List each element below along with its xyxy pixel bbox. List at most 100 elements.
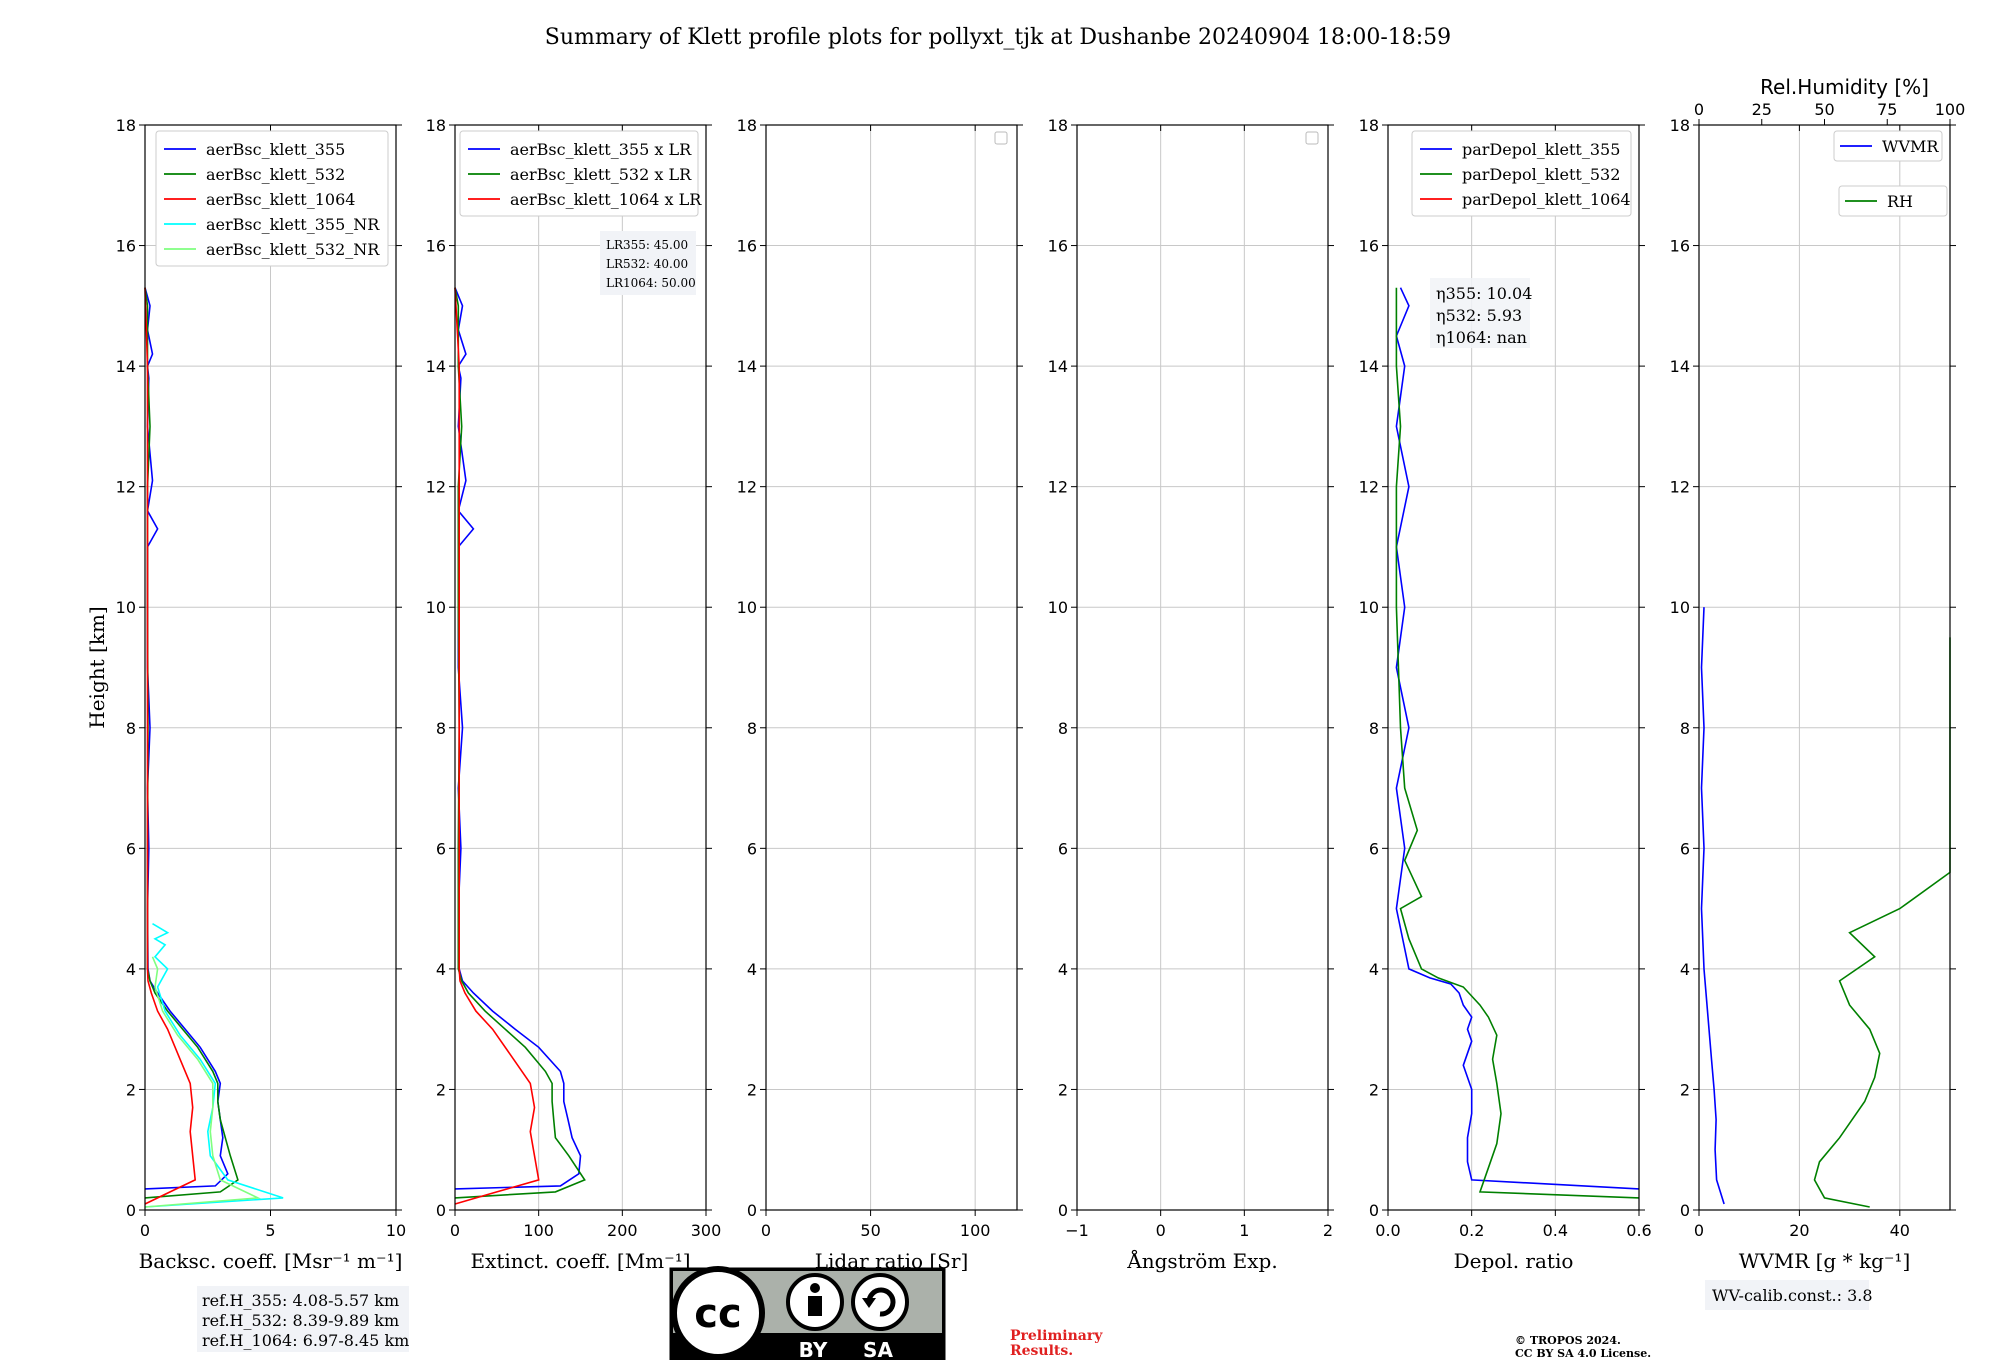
y-tick-label: 16: [737, 237, 757, 256]
y-tick-label: 10: [1670, 598, 1690, 617]
y-tick-label: 10: [1359, 598, 1379, 617]
y-tick-label: 8: [1680, 719, 1690, 738]
legend-entry: aerBsc_klett_532 x LR: [510, 165, 692, 184]
x-tick-label: 40: [1890, 1221, 1910, 1240]
y-tick-label: 4: [436, 960, 446, 979]
y-axis-label: Height [km]: [85, 606, 109, 728]
y-tick-label: 2: [1369, 1080, 1379, 1099]
x-tick-label: 0: [140, 1221, 150, 1240]
y-tick-label: 6: [1058, 839, 1068, 858]
axes-frame: [454, 124, 707, 1211]
y-tick-label: 18: [426, 116, 446, 135]
eta-box: [1430, 278, 1530, 348]
y-tick-label: 4: [1058, 960, 1068, 979]
y-tick-label: 18: [1048, 116, 1068, 135]
empty-legend-box: [1305, 131, 1319, 145]
x-tick-label: −1: [1065, 1221, 1089, 1240]
series-line-aerBsc_klett_1064: [144, 287, 197, 1205]
axes-frame: [765, 124, 1018, 1211]
y-tick-label: 8: [126, 719, 136, 738]
series-line-WVMR: [1700, 607, 1725, 1205]
y-tick-label: 12: [426, 478, 446, 497]
figure-title: Summary of Klett profile plots for polly…: [545, 25, 1451, 50]
eta-text: η532: 5.93: [1436, 306, 1522, 325]
x-tick-label: 20: [1789, 1221, 1809, 1240]
x-axis-label: Depol. ratio: [1454, 1249, 1574, 1273]
x-tick-label: 10: [386, 1221, 406, 1240]
x-tick-label: 50: [860, 1221, 880, 1240]
y-tick-label: 18: [1670, 116, 1690, 135]
sa-label: SA: [863, 1338, 893, 1360]
y-tick-label: 14: [1670, 357, 1690, 376]
y-tick-label: 14: [116, 357, 136, 376]
secondary-x-tick-label: 50: [1814, 100, 1834, 119]
legend-entry: WVMR: [1882, 137, 1939, 156]
legend-entry: aerBsc_klett_1064: [206, 190, 355, 209]
y-tick-label: 12: [116, 478, 136, 497]
y-tick-label: 16: [1359, 237, 1379, 256]
cc-icon: [671, 1266, 765, 1360]
y-tick-label: 18: [1359, 116, 1379, 135]
secondary-x-tick-label: 100: [1935, 100, 1966, 119]
legend-box: [1411, 130, 1632, 217]
y-tick-label: 10: [737, 598, 757, 617]
x-tick-label: 0: [761, 1221, 771, 1240]
y-tick-label: 14: [426, 357, 446, 376]
cc-license-badge: cc BY SA: [669, 1266, 946, 1360]
x-tick-label: 100: [960, 1221, 991, 1240]
panel-extinction: 0 100 200 300 0 2 4 6 8 10 12 14 16 18 Extinct. coeff.…: [426, 116, 722, 1273]
y-tick-label: 10: [1048, 598, 1068, 617]
legend-box: [1833, 130, 1943, 162]
x-axis-label: WVMR [g * kg⁻¹]: [1739, 1249, 1911, 1273]
lidar-ratio-text: LR355: 45.00: [606, 238, 688, 252]
y-tick-label: 0: [1369, 1201, 1379, 1220]
y-tick-label: 8: [747, 719, 757, 738]
wv-calib-text: WV-calib.const.: 3.8: [1712, 1286, 1873, 1305]
x-tick-label: 0: [450, 1221, 460, 1240]
copyright-line2: CC BY SA 4.0 License.: [1515, 1347, 1651, 1360]
legend-entry: aerBsc_klett_1064 x LR: [510, 190, 702, 209]
x-tick-label: 100: [523, 1221, 554, 1240]
x-tick-label: 2: [1323, 1221, 1333, 1240]
legend-box: [155, 130, 389, 267]
y-tick-label: 14: [1359, 357, 1379, 376]
y-tick-label: 14: [737, 357, 757, 376]
y-tick-label: 14: [1048, 357, 1068, 376]
series-line-aerBsc_klett_532_NR: [144, 956, 261, 1208]
legend-box: [1838, 185, 1948, 217]
legend-entry: parDepol_klett_532: [1462, 165, 1620, 184]
legend-entry: aerBsc_klett_355: [206, 140, 345, 159]
y-tick-label: 0: [126, 1201, 136, 1220]
axes-frame: [1076, 124, 1329, 1211]
y-tick-label: 12: [1670, 478, 1690, 497]
x-tick-label: 0.6: [1626, 1221, 1651, 1240]
y-tick-label: 6: [1680, 839, 1690, 858]
y-tick-label: 6: [126, 839, 136, 858]
y-tick-label: 4: [1680, 960, 1690, 979]
legend-entry: parDepol_klett_355: [1462, 140, 1620, 159]
x-axis-label: Backsc. coeff. [Msr⁻¹ m⁻¹]: [139, 1249, 403, 1273]
y-tick-label: 10: [426, 598, 446, 617]
reference-height-text: ref.H_532: 8.39-9.89 km: [202, 1311, 399, 1330]
preliminary-label-line1: Preliminary: [1010, 1328, 1103, 1344]
y-tick-label: 6: [1369, 839, 1379, 858]
y-tick-label: 16: [116, 237, 136, 256]
x-tick-label: 0: [1156, 1221, 1166, 1240]
x-tick-label: 0.2: [1459, 1221, 1484, 1240]
reference-height-text: ref.H_1064: 6.97-8.45 km: [202, 1331, 409, 1350]
y-tick-label: 8: [1369, 719, 1379, 738]
axes-frame: [1387, 124, 1640, 1211]
panel-depol: 0.0 0.2 0.4 0.6 0 2 4 6 8 10 12 14 16 18 Depol. ratio p…: [1359, 116, 1652, 1273]
y-tick-label: 2: [747, 1080, 757, 1099]
y-tick-label: 0: [1680, 1201, 1690, 1220]
copyright-line1: © TROPOS 2024.: [1515, 1334, 1621, 1347]
y-tick-label: 12: [1048, 478, 1068, 497]
preliminary-label-line2: Results.: [1010, 1343, 1073, 1359]
x-tick-label: 0.0: [1375, 1221, 1400, 1240]
x-tick-label: 5: [265, 1221, 275, 1240]
panel-backscatter: 0 5 10 0 2 4 6 8 10 12 14 16 18 Backsc. coeff. [Msr⁻¹…: [85, 116, 409, 1352]
x-tick-label: 1: [1239, 1221, 1249, 1240]
y-tick-label: 16: [1670, 237, 1690, 256]
